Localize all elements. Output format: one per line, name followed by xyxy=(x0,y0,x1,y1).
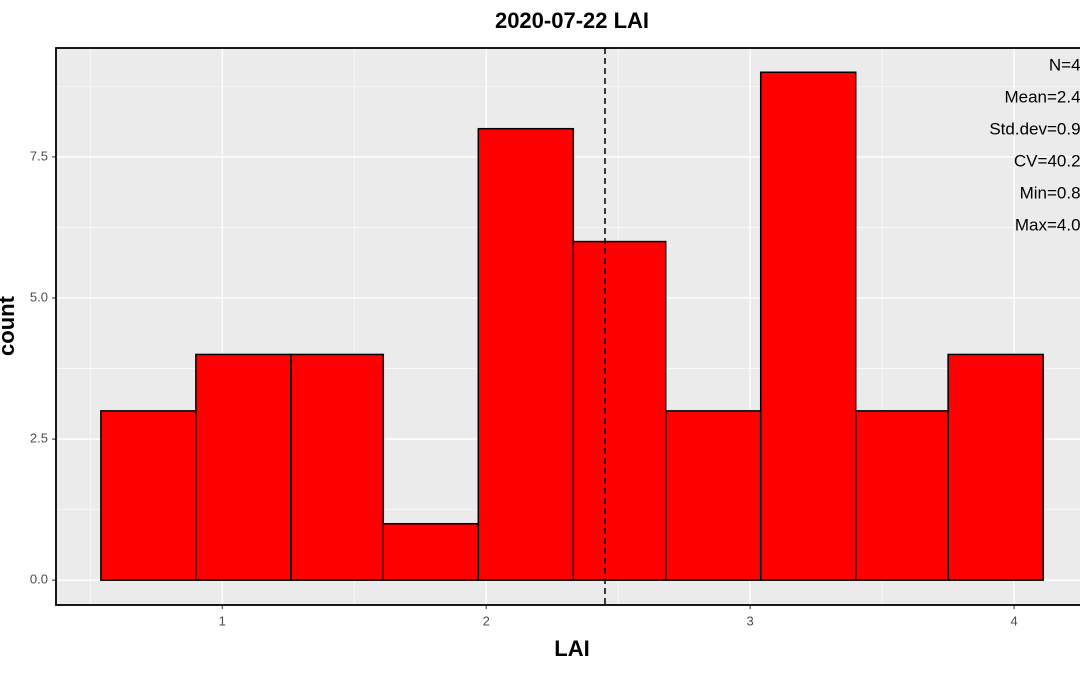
annotation: Mean=2.45 xyxy=(1004,87,1080,106)
x-tick-label: 4 xyxy=(1010,613,1017,628)
annotation: CV=40.26 xyxy=(1014,151,1080,170)
bar xyxy=(382,522,480,581)
bar xyxy=(290,353,385,581)
y-tick-label: 0.0 xyxy=(30,572,48,587)
bar xyxy=(664,410,762,581)
x-tick-label: 2 xyxy=(483,613,490,628)
bar xyxy=(100,410,197,581)
y-tick-label: 2.5 xyxy=(30,431,48,446)
annotation: Max=4.02 xyxy=(1015,215,1080,234)
bar xyxy=(759,71,857,581)
bar xyxy=(572,240,667,581)
annotation: Min=0.81 xyxy=(1020,183,1080,202)
bar xyxy=(195,353,292,581)
x-axis-label: LAI xyxy=(554,636,589,661)
x-tick-label: 3 xyxy=(747,613,754,628)
bar xyxy=(947,353,1044,581)
bar xyxy=(477,127,575,581)
y-axis-label: count xyxy=(0,295,19,356)
bar xyxy=(854,410,949,581)
x-tick-label: 1 xyxy=(219,613,226,628)
annotation: N=45 xyxy=(1049,55,1080,74)
plot-border xyxy=(55,47,1080,606)
annotation: Std.dev=0.99 xyxy=(989,119,1080,138)
y-tick-label: 5.0 xyxy=(30,289,48,304)
y-tick-label: 7.5 xyxy=(30,148,48,163)
chart-title: 2020-07-22 LAI xyxy=(495,8,649,33)
